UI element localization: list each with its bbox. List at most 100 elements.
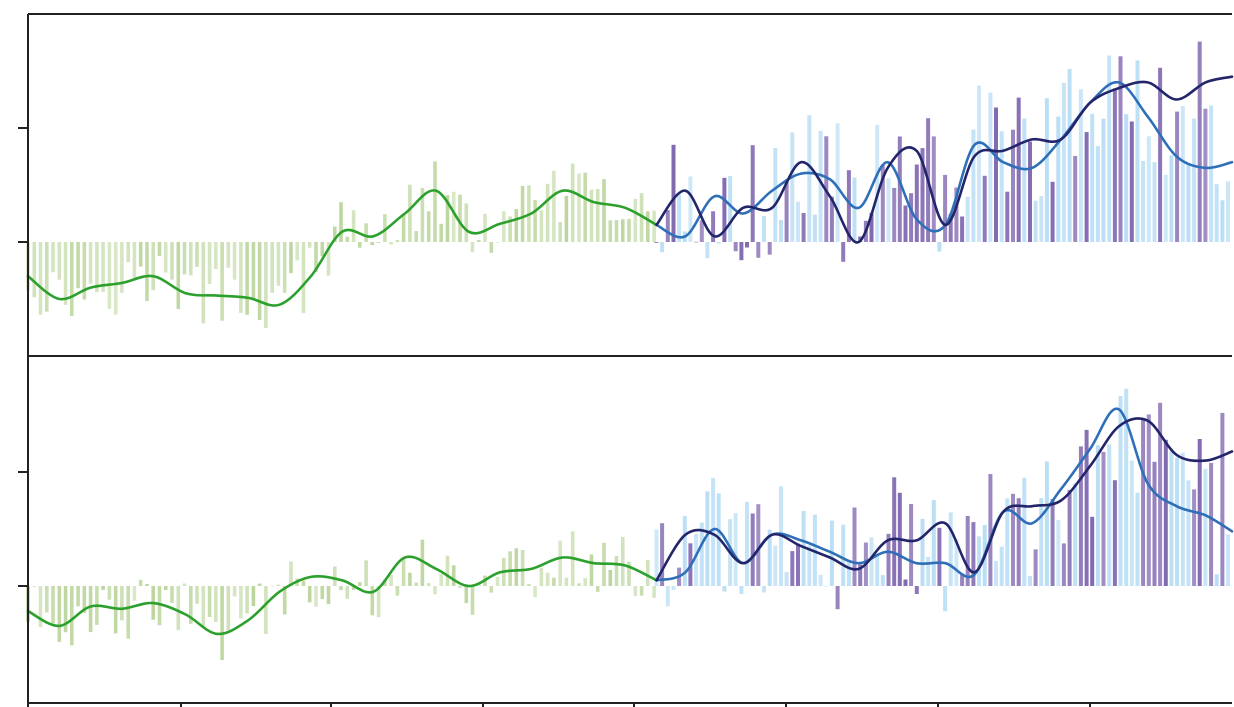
historical-bar [408, 572, 412, 586]
scenario-b-bar [846, 559, 851, 586]
historical-bar [489, 242, 494, 253]
historical-bar [508, 216, 512, 242]
historical-bar [264, 242, 268, 329]
historical-bar [564, 577, 569, 586]
scenario-b-bar [1039, 498, 1044, 586]
historical-bar [458, 194, 462, 242]
scenario-b-bar [1095, 146, 1100, 242]
scenario-b-bar [1022, 477, 1027, 586]
historical-bar [420, 539, 425, 586]
scenario-b-bar [1078, 89, 1083, 242]
scenario-b-bar [1101, 118, 1106, 242]
historical-bar [633, 586, 638, 597]
scenario-a-bar [694, 241, 699, 243]
scenario-b-bar [1220, 200, 1225, 242]
scenario-a-bar [1050, 181, 1055, 242]
historical-bar [652, 586, 656, 598]
historical-bar [32, 586, 37, 587]
historical-bar [107, 242, 112, 309]
scenario-a-bar [1112, 88, 1117, 243]
historical-bar [339, 202, 343, 242]
historical-bar [201, 586, 206, 627]
bars [26, 388, 1230, 660]
historical-bar [621, 536, 625, 586]
historical-bar [232, 242, 237, 280]
axes [18, 355, 1232, 707]
scenario-b-bar [807, 545, 812, 586]
scenario-a-bar [1090, 516, 1095, 586]
scenario-b-bar [1169, 155, 1174, 242]
scenario-a-bar [671, 144, 676, 242]
historical-bar [489, 586, 494, 593]
scenario-a-bar [1101, 451, 1106, 586]
scenario-b-bar [1044, 98, 1049, 242]
scenario-b-bar [1175, 457, 1180, 586]
historical-bar [358, 582, 362, 586]
scenario-a-bar [722, 177, 727, 242]
scenario-b-bar [779, 219, 783, 242]
historical-bar [88, 242, 93, 284]
scenario-a-bar [1073, 156, 1078, 242]
scenario-b-bar [1214, 184, 1219, 242]
scenario-a-bar [880, 165, 885, 242]
historical-bar [145, 242, 149, 301]
scenario-b-bar [1141, 161, 1146, 242]
historical-bar [226, 242, 231, 268]
scenario-a-bar [886, 533, 891, 586]
scenario-a-line [655, 75, 1234, 244]
scenario-a-bar [756, 504, 761, 586]
historical-bar [276, 584, 281, 586]
historical-bar [220, 242, 224, 321]
bars [26, 41, 1230, 329]
historical-bar [220, 586, 224, 660]
historical-bar [401, 557, 406, 586]
historical-bar [627, 561, 631, 586]
scenario-b-bar [784, 572, 789, 586]
scenario-b-bar [1124, 114, 1129, 242]
scenario-b-bar [965, 196, 970, 242]
scenario-b-bar [699, 522, 704, 586]
scenario-a-bar [750, 513, 755, 586]
scenario-b-bar [1163, 174, 1168, 242]
historical-bar [270, 585, 274, 587]
historical-bar [126, 586, 130, 639]
scenario-a-bar [1175, 111, 1180, 242]
historical-bar [445, 555, 450, 586]
historical-bar [608, 220, 613, 242]
historical-bar [614, 556, 619, 586]
scenario-b-bar [745, 501, 749, 586]
scenario-b-bar [716, 242, 721, 244]
historical-bar [426, 583, 431, 586]
scenario-a-bar [960, 216, 965, 242]
scenario-b-bar [948, 512, 953, 586]
panel-bottom [18, 355, 1234, 707]
historical-bar [595, 189, 600, 242]
scenario-b-bar [682, 516, 687, 586]
scenario-b-bar [1129, 460, 1134, 586]
historical-bar [51, 242, 55, 273]
historical-bar [176, 242, 181, 309]
historical-bar [351, 586, 356, 590]
scenario-b-bar [671, 586, 676, 590]
historical-bar [320, 586, 325, 600]
scenario-a-bar [897, 136, 902, 242]
historical-bar [383, 214, 387, 242]
historical-bar [51, 586, 55, 624]
scenario-b-bar [1203, 468, 1208, 586]
historical-bar [414, 582, 418, 586]
scenario-b-bar [1095, 445, 1100, 586]
scenario-b-bar [1107, 444, 1112, 586]
historical-bar [270, 242, 274, 293]
scenario-a-bar [1158, 67, 1163, 242]
scenario-a-bar [954, 187, 959, 242]
historical-bar [364, 223, 368, 242]
scenario-a-bar [982, 175, 987, 242]
historical-bar [282, 242, 287, 293]
historical-bar [621, 219, 625, 242]
scenario-a-bar [869, 212, 874, 242]
scenario-a-bar [739, 242, 744, 261]
scenario-a-bar [1146, 414, 1151, 586]
scenario-a-bar [931, 136, 936, 242]
historical-bar [132, 242, 137, 278]
scenario-a-bar [1016, 97, 1021, 242]
